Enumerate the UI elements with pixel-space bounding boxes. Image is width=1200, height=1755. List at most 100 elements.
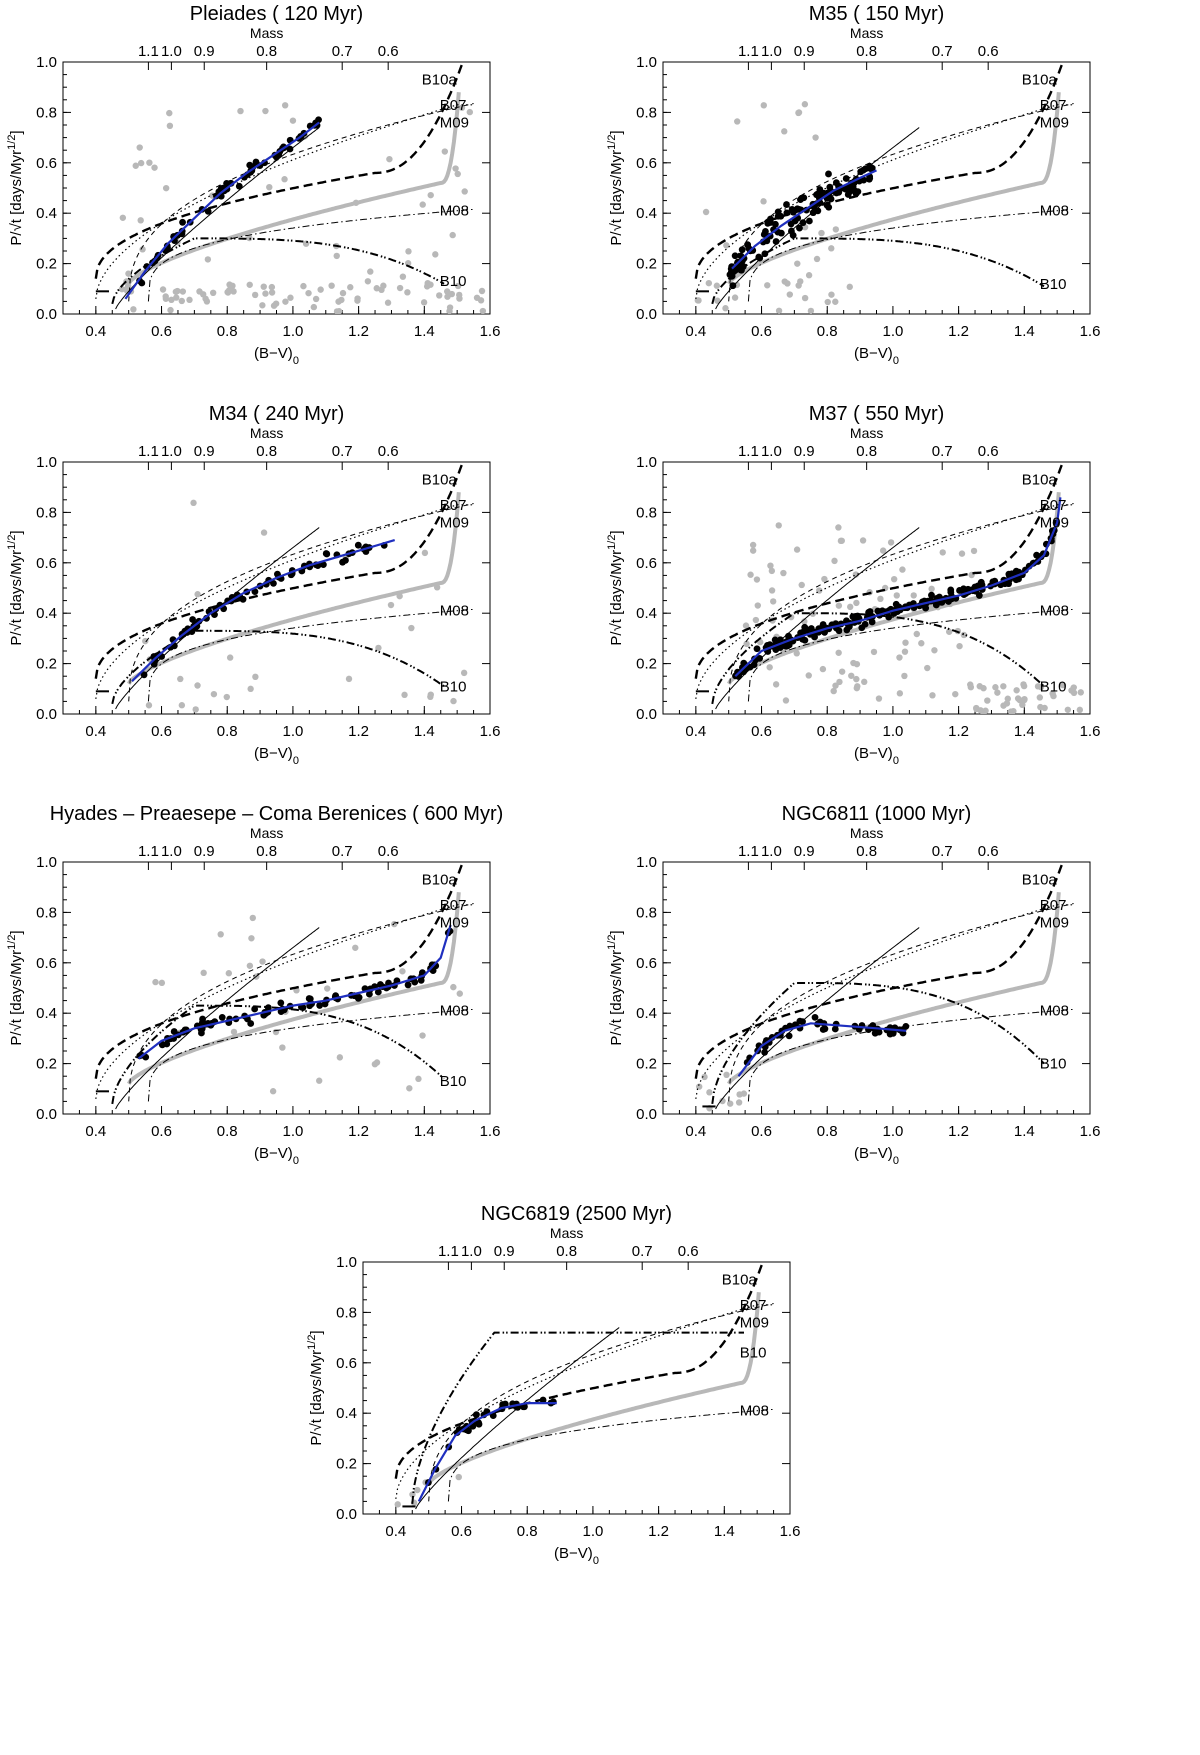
- nonmember-point: [853, 684, 861, 692]
- reference-curve: [115, 927, 320, 1110]
- nonmember-point: [456, 990, 463, 997]
- nonmember-point: [992, 684, 999, 691]
- nonmember-point: [248, 935, 255, 942]
- member-point: [756, 654, 764, 662]
- x-tick-label: 0.8: [217, 323, 238, 340]
- y-tick-label: 0.4: [36, 1005, 57, 1022]
- nonmember-point: [719, 1097, 726, 1105]
- nonmember-point: [749, 541, 757, 549]
- gray-sequence-curve: [426, 1292, 761, 1485]
- mass-tick-label: 0.9: [494, 1243, 515, 1260]
- nonmember-point: [766, 664, 773, 671]
- nonmember-point: [406, 1085, 413, 1092]
- x-axis-title: (B−V)0: [854, 345, 899, 367]
- nonmember-point: [305, 289, 312, 297]
- nonmember-point: [705, 279, 713, 287]
- x-tick-label: 1.2: [948, 323, 969, 340]
- nonmember-point: [373, 1059, 381, 1066]
- nonmember-point: [901, 648, 909, 655]
- nonmember-point: [1076, 706, 1084, 714]
- nonmember-point: [456, 295, 463, 302]
- nonmember-point: [781, 128, 788, 135]
- curve-label-b07: B07: [740, 1297, 767, 1314]
- nonmember-point: [378, 286, 385, 294]
- nonmember-point: [145, 702, 153, 709]
- member-point: [845, 623, 853, 630]
- nonmember-point: [749, 547, 757, 554]
- x-tick-label: 1.0: [282, 1123, 303, 1140]
- nonmember-point: [1064, 706, 1072, 713]
- nonmember-point: [310, 303, 318, 311]
- member-point: [473, 1411, 480, 1419]
- y-tick-label: 0.2: [36, 1056, 57, 1073]
- mass-tick-label: 0.6: [978, 43, 999, 60]
- member-point: [499, 1401, 507, 1408]
- nonmember-point: [226, 654, 234, 661]
- nonmember-point: [132, 162, 139, 169]
- nonmember-point: [246, 234, 253, 242]
- nonmember-point: [399, 968, 406, 975]
- gray-sequence-curve: [726, 492, 1061, 685]
- nonmember-point: [455, 1473, 462, 1481]
- plot-area: [694, 462, 1085, 714]
- x-tick-label: 1.0: [282, 723, 303, 740]
- gray-sequence-curve: [126, 492, 461, 685]
- curve-label-b10: B10: [1040, 678, 1067, 695]
- member-point: [823, 201, 831, 209]
- member-point: [417, 976, 425, 984]
- nonmember-point: [982, 707, 989, 714]
- x-tick-label: 1.0: [582, 1523, 603, 1540]
- member-point: [947, 586, 955, 594]
- mass-tick-label: 1.0: [461, 1243, 482, 1260]
- nonmember-point: [812, 134, 819, 141]
- nonmember-point: [828, 291, 835, 298]
- y-tick-label: 0.4: [36, 205, 57, 222]
- nonmember-point: [452, 165, 459, 172]
- y-tick-label: 0.0: [636, 306, 657, 323]
- nonmember-point: [928, 585, 935, 593]
- nonmember-point: [821, 575, 828, 583]
- y-tick-label: 0.2: [636, 656, 657, 673]
- nonmember-point: [743, 640, 750, 648]
- mass-tick-label: 1.0: [161, 443, 182, 460]
- nonmember-point: [387, 601, 395, 609]
- member-point: [825, 170, 832, 178]
- x-tick-label: 0.6: [151, 1123, 172, 1140]
- b10a-curve: [694, 462, 1065, 679]
- x-tick-label: 1.6: [480, 1123, 501, 1140]
- x-axis-subscript: 0: [293, 355, 299, 367]
- b07-curve: [95, 504, 474, 700]
- mass-axis-title: Mass: [250, 25, 283, 41]
- member-point: [801, 623, 809, 631]
- nonmember-point: [289, 117, 297, 124]
- nonmember-point: [801, 294, 809, 302]
- nonmember-point: [838, 668, 846, 675]
- nonmember-point: [832, 298, 839, 305]
- x-tick-label: 1.2: [348, 723, 369, 740]
- y-axis-superscript: 1/2: [6, 135, 18, 150]
- m09-curve: [128, 103, 474, 302]
- nonmember-point: [1000, 683, 1007, 690]
- b10a-curve: [94, 462, 465, 679]
- member-point: [885, 613, 893, 621]
- nonmember-point: [139, 246, 146, 253]
- mass-tick-label: 1.1: [738, 443, 759, 460]
- b07-curve: [695, 504, 1074, 700]
- nonmember-point: [747, 571, 754, 578]
- x-axis-title: (B−V)0: [554, 1545, 599, 1567]
- nonmember-point: [1003, 700, 1011, 707]
- chart-panel: Pleiades ( 120 Myr) 0.4 0.6 0.8 1.0 1.2 1.4 1.6…: [0, 0, 600, 448]
- x-tick-label: 0.4: [85, 723, 106, 740]
- m09-curve: [728, 903, 1074, 1102]
- member-point: [756, 254, 764, 262]
- nonmember-point: [723, 242, 730, 249]
- nonmember-point: [454, 170, 461, 178]
- nonmember-point: [142, 637, 149, 645]
- b07-curve: [95, 104, 474, 300]
- x-tick-label: 0.6: [751, 1123, 772, 1140]
- nonmember-point: [960, 631, 968, 639]
- member-point: [791, 217, 799, 225]
- nonmember-point: [119, 214, 127, 221]
- nonmember-point: [769, 598, 777, 605]
- chart-panel: Hyades – Preaesepe – Coma Berenices ( 60…: [0, 800, 600, 1248]
